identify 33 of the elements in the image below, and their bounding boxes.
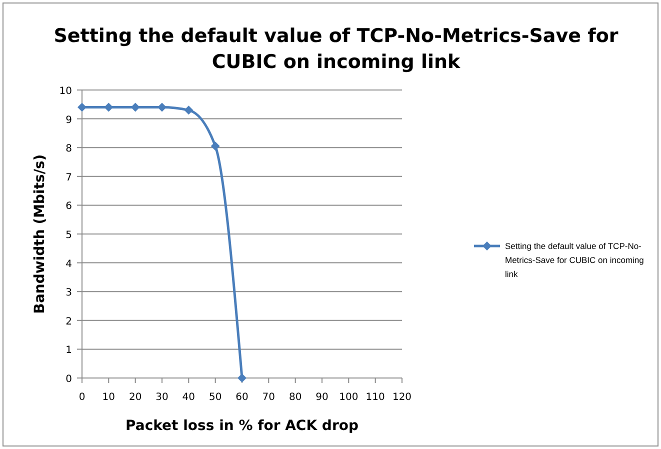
x-tick-label: 10 [102, 392, 116, 403]
point [158, 102, 166, 112]
legend-label: Setting the default value of TCP-No-Metrics-Save for CUBIC on incoming link [505, 241, 644, 279]
point [238, 374, 246, 382]
y-tick-label: 1 [66, 345, 72, 356]
x-tick-label: 70 [262, 392, 276, 403]
y-tick-label: 9 [66, 114, 72, 126]
x-tick-label: 20 [128, 392, 142, 403]
point [210, 142, 220, 151]
y-tick-label: 3 [66, 288, 72, 299]
x-tick-label: 110 [366, 392, 385, 403]
y-tick-label: 7 [66, 172, 72, 184]
x-tick-label: 90 [316, 392, 328, 403]
point [78, 102, 86, 112]
point [184, 106, 194, 115]
x-tick-label: 100 [339, 392, 358, 403]
x-tick-label: 0 [78, 392, 86, 403]
x-tick-label: 80 [288, 392, 302, 403]
y-tick-label: 2 [66, 316, 72, 328]
y-tick-label: 5 [66, 230, 72, 241]
x-axis-title: Packet loss in % for ACK drop [125, 418, 359, 434]
y-tick-label: 10 [59, 86, 72, 97]
x-tick-label: 30 [156, 392, 168, 403]
x-tick-label: 40 [182, 392, 196, 403]
y-tick-label: 8 [66, 144, 72, 155]
y-axis-title: Bandwidth (Mbits/s) [32, 154, 48, 314]
x-tick-label: 120 [392, 392, 412, 403]
x-tick-label: 50 [208, 392, 222, 403]
y-tick-label: 0 [66, 374, 72, 385]
x-tick-label: 60 [236, 392, 248, 403]
y-tick-label: 4 [66, 258, 72, 270]
y-tick-label: 6 [66, 201, 72, 212]
chart-title: Setting the default value of TCP-No-Metrics-Save for CUBIC on incoming link [54, 25, 619, 73]
